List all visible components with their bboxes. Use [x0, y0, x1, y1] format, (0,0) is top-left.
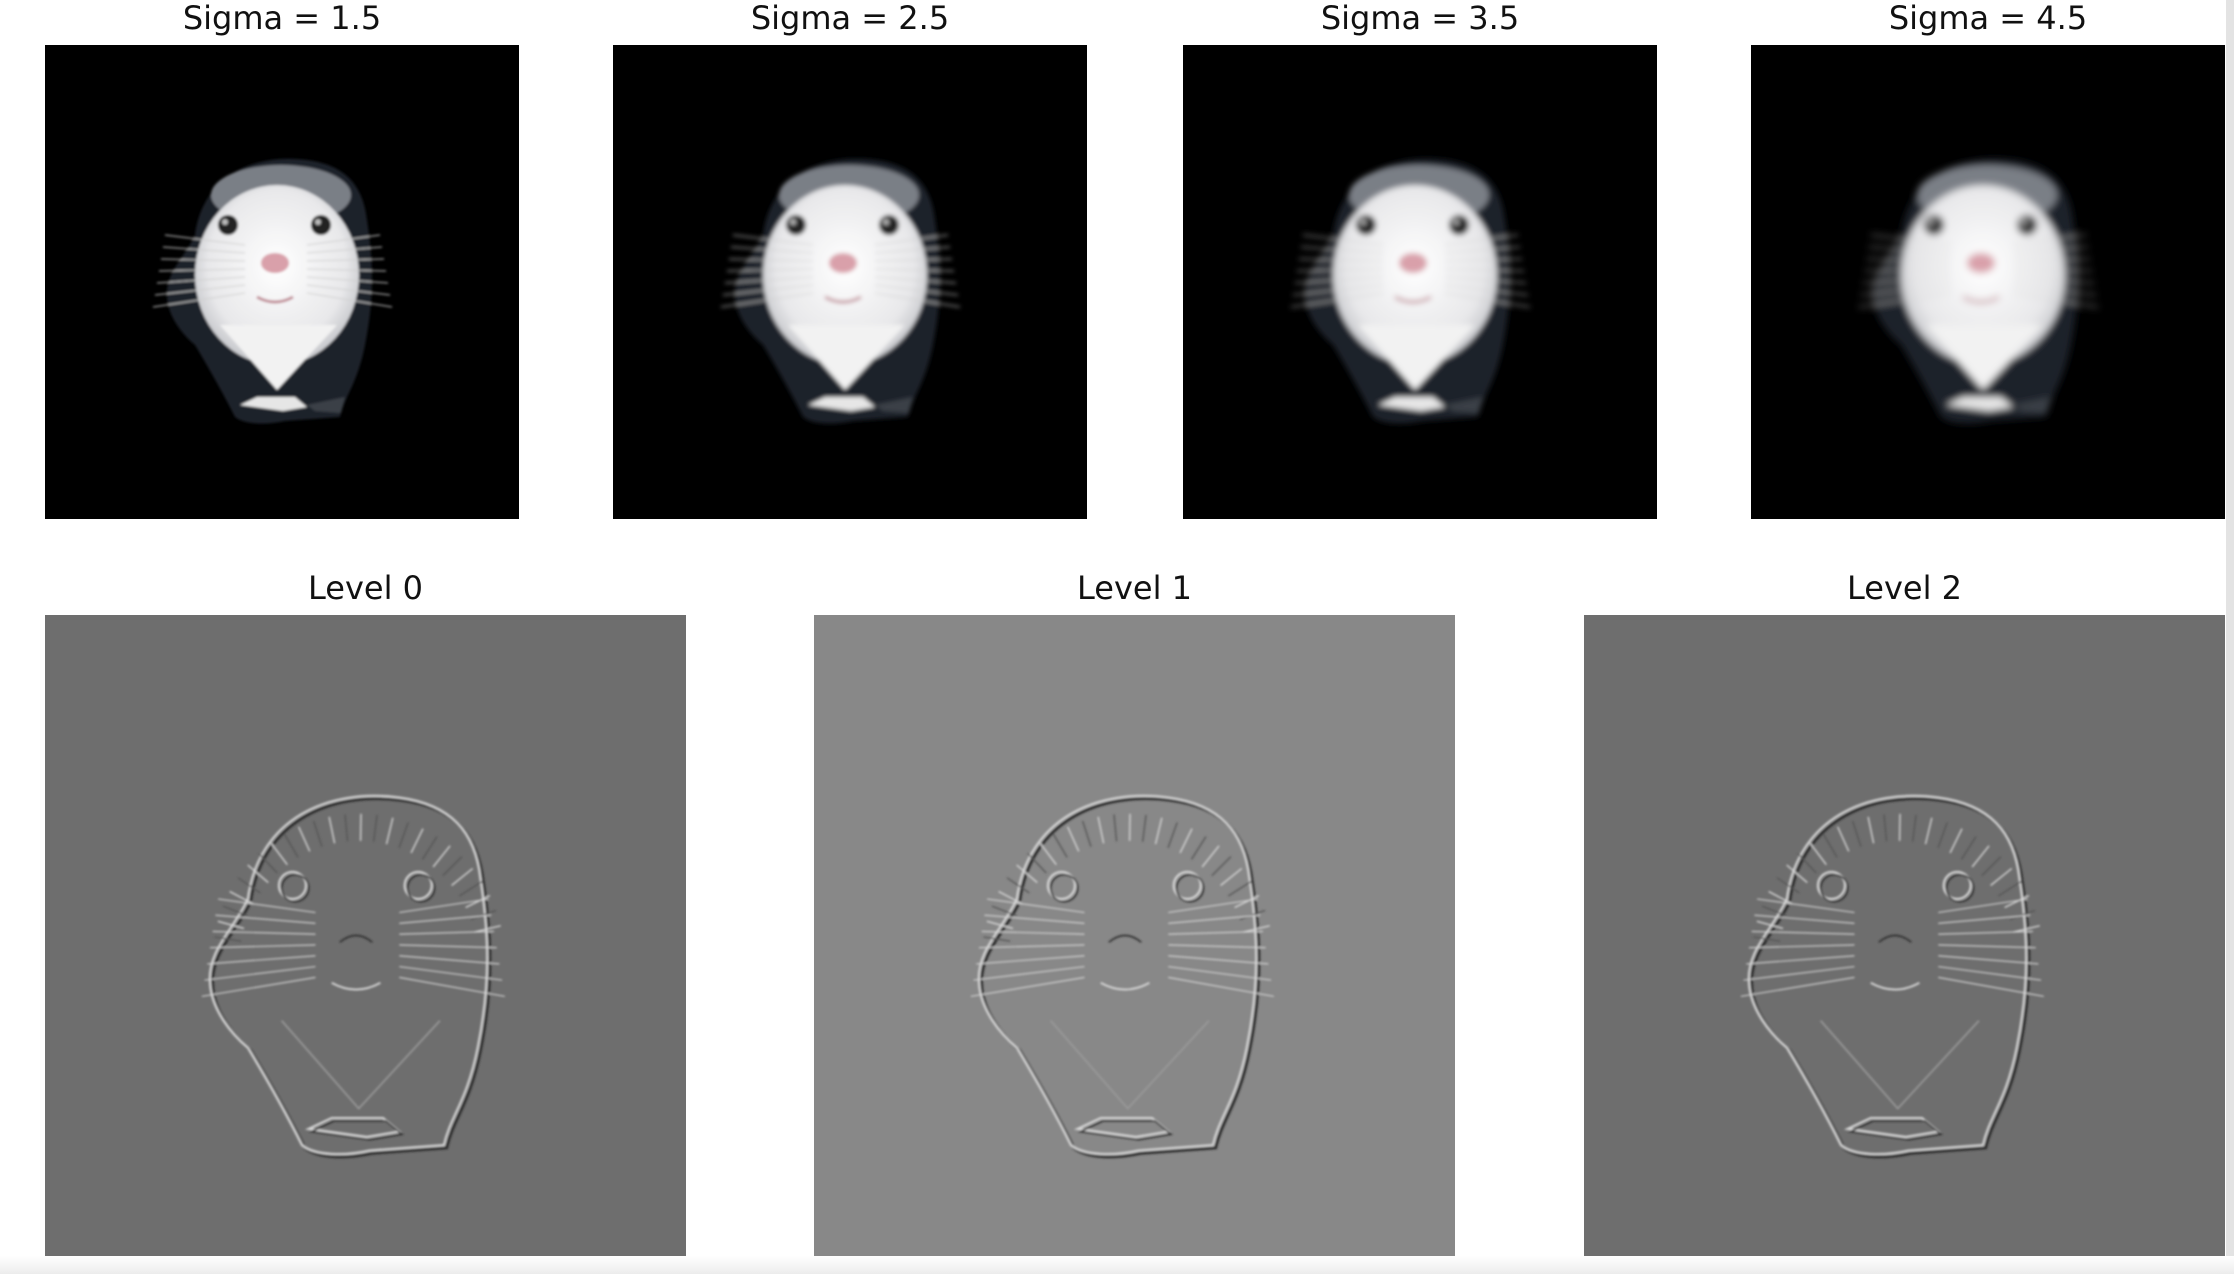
hamster-edges-icon [1740, 794, 2044, 1159]
hamster-edges-icon [201, 794, 505, 1159]
panel-title-level-2: Level 2 [1847, 569, 1962, 607]
panel-title-level-1: Level 1 [1077, 569, 1192, 607]
laplacian-level-0 [45, 615, 686, 1256]
hamster-icon [1290, 158, 1531, 424]
scroll-shadow [0, 1256, 2234, 1274]
panel-title-sigma-1-5: Sigma = 1.5 [182, 0, 382, 37]
blurred-image-sigma-2-5 [613, 45, 1087, 519]
laplacian-level-2 [1584, 615, 2225, 1256]
laplacian-level-1 [814, 615, 1455, 1256]
panel-title-sigma-2-5: Sigma = 2.5 [750, 0, 950, 37]
panel-title-sigma-3-5: Sigma = 3.5 [1320, 0, 1520, 37]
panel-title-sigma-4-5: Sigma = 4.5 [1888, 0, 2088, 37]
panel-title-level-0: Level 0 [308, 569, 423, 607]
hamster-icon [152, 158, 393, 424]
hamster-icon [1858, 158, 2099, 424]
blurred-image-sigma-1-5 [45, 45, 519, 519]
blurred-image-sigma-3-5 [1183, 45, 1657, 519]
hamster-edges-icon [970, 794, 1274, 1159]
window-edge [2226, 0, 2234, 1274]
blurred-image-sigma-4-5 [1751, 45, 2225, 519]
hamster-icon [720, 158, 961, 424]
